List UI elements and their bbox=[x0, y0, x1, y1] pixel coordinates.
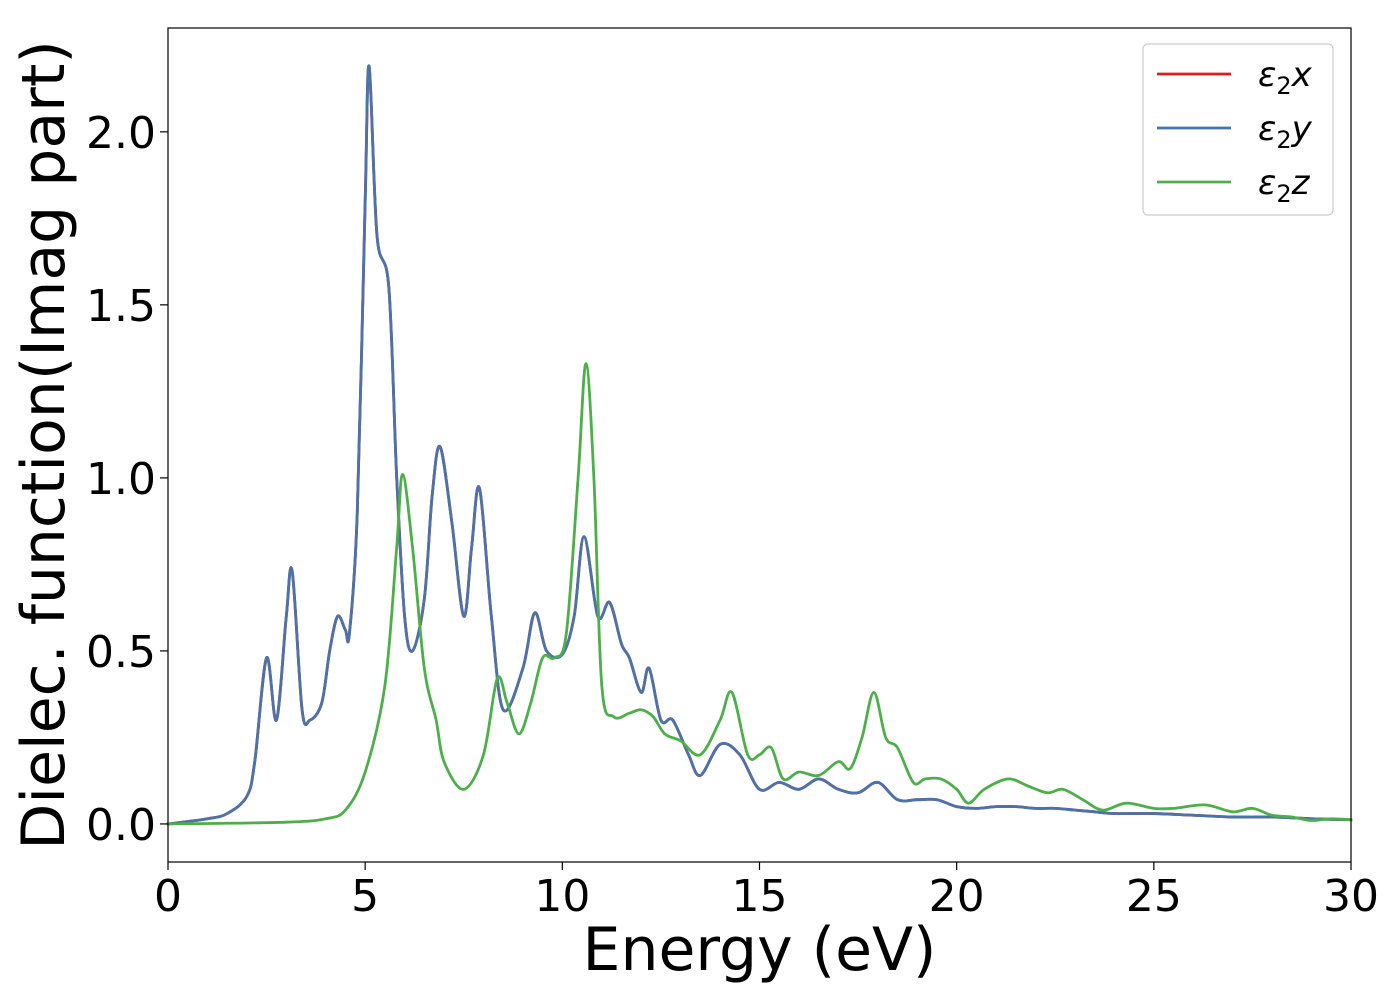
y-tick-label: 0.5 bbox=[86, 627, 156, 678]
series-layer bbox=[166, 64, 1353, 826]
y-axis-ticks: 0.0 0.5 1.0 1.5 2.0 bbox=[86, 108, 168, 851]
series-line-2 bbox=[166, 64, 1353, 826]
x-tick-label: 10 bbox=[534, 871, 590, 922]
y-tick-label: 0.0 bbox=[86, 800, 156, 851]
x-axis-label: Energy (eV) bbox=[583, 915, 937, 985]
x-axis-ticks: 0 5 10 15 20 25 30 bbox=[154, 862, 1379, 922]
y-tick-label: 2.0 bbox=[86, 108, 156, 159]
series-line-3 bbox=[166, 362, 1353, 826]
x-tick-label: 15 bbox=[732, 871, 788, 922]
x-tick-label: 5 bbox=[351, 871, 379, 922]
legend-box bbox=[1142, 43, 1334, 216]
x-tick-label: 25 bbox=[1126, 871, 1182, 922]
x-tick-label: 20 bbox=[929, 871, 985, 922]
x-tick-label: 30 bbox=[1323, 871, 1379, 922]
y-axis-label: Dielec. function(Imag part) bbox=[9, 40, 79, 850]
y-tick-label: 1.0 bbox=[86, 454, 156, 505]
y-tick-label: 1.5 bbox=[86, 281, 156, 332]
x-tick-label: 0 bbox=[154, 871, 182, 922]
